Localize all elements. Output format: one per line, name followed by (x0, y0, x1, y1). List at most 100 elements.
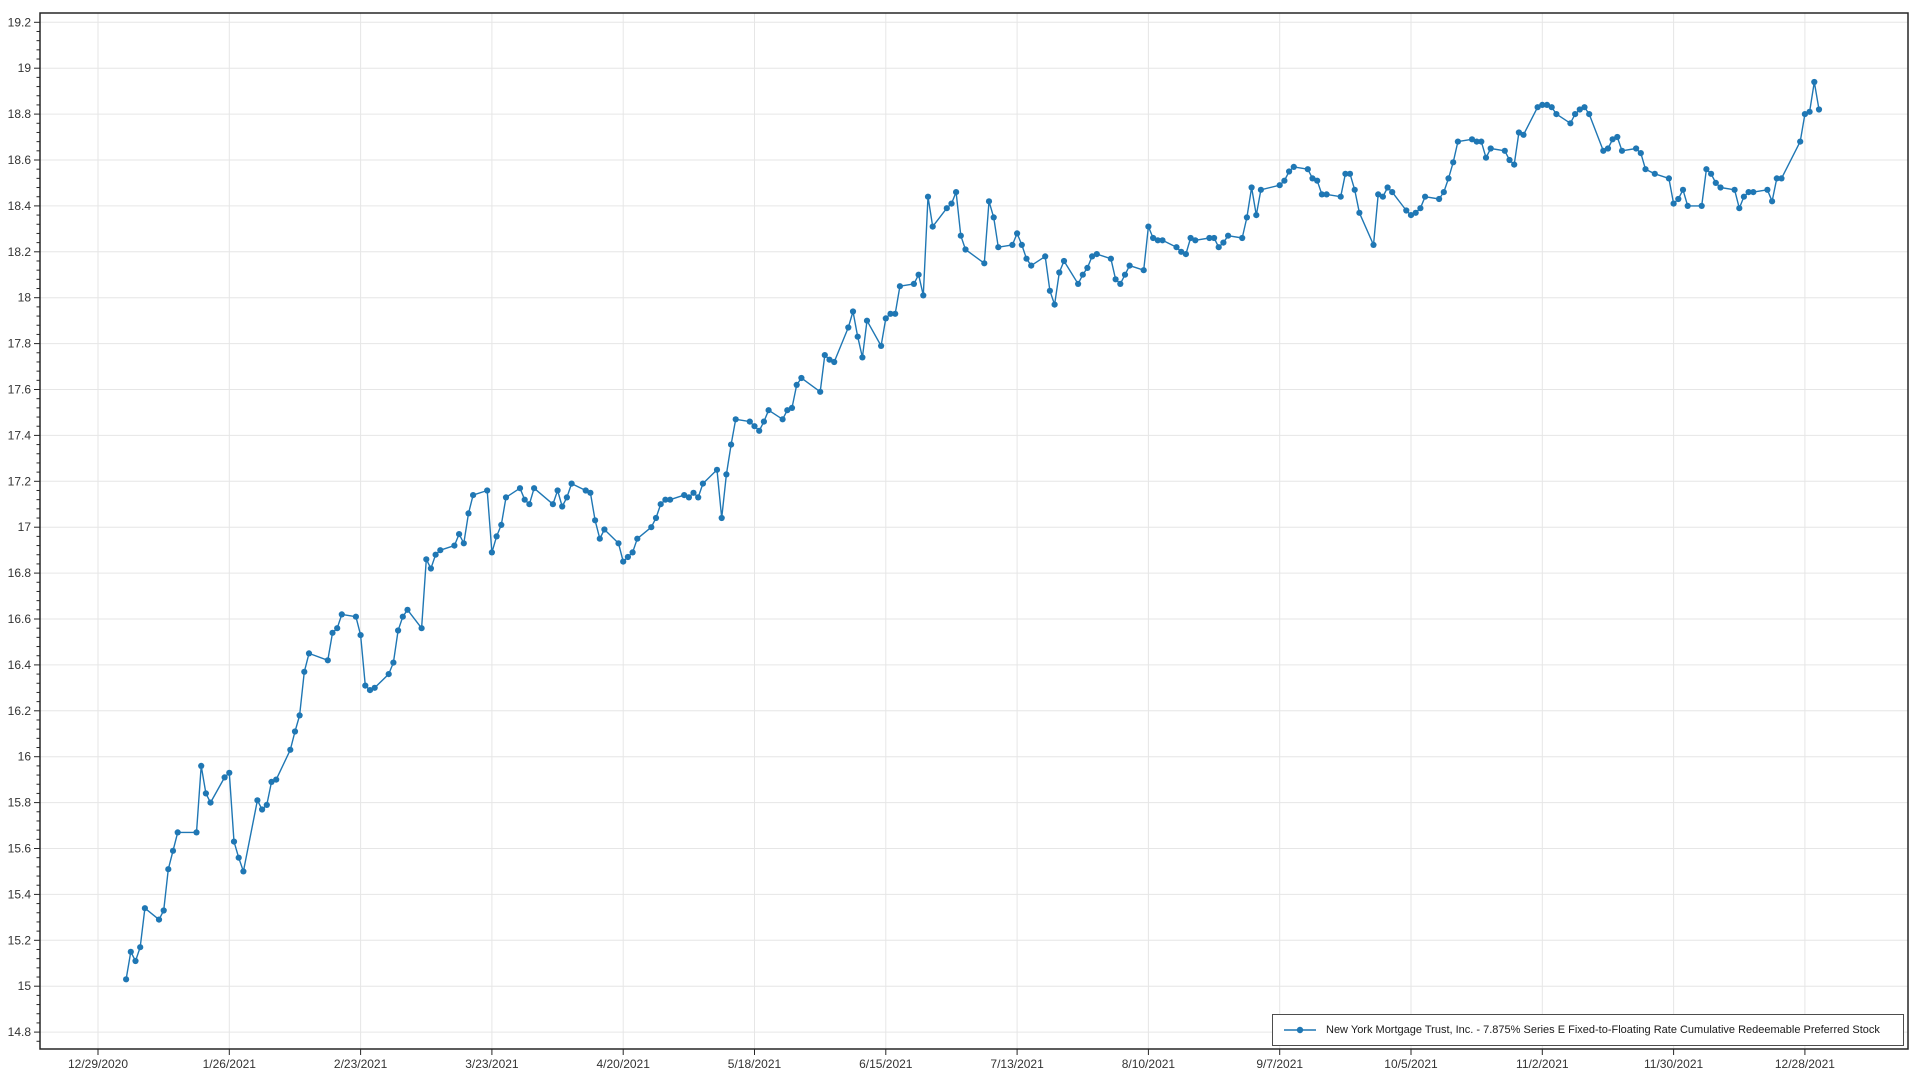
data-point-marker (1323, 191, 1330, 198)
data-point-marker (648, 524, 655, 531)
data-point-marker (1534, 104, 1541, 111)
data-point-marker (1576, 106, 1583, 113)
data-point-marker (826, 356, 833, 363)
data-point-marker (1309, 175, 1316, 182)
data-point-marker (751, 423, 758, 430)
data-point-marker (329, 629, 336, 636)
y-axis-label: 16.2 (8, 704, 32, 718)
data-point-marker (924, 193, 932, 200)
data-point-marker (953, 189, 960, 196)
x-axis-label: 2/23/2021 (334, 1057, 388, 1071)
x-axis-label: 6/15/2021 (859, 1057, 913, 1071)
data-point-marker (615, 540, 622, 547)
data-point-marker (634, 535, 641, 542)
data-point-marker (882, 315, 889, 322)
data-point-marker (620, 558, 627, 565)
y-axis-label: 15.4 (8, 887, 32, 901)
data-point-marker (1023, 255, 1030, 262)
data-point-marker (460, 540, 467, 547)
y-axis-label: 18.8 (8, 107, 32, 121)
data-point-marker (1703, 166, 1710, 173)
data-point-marker (1543, 101, 1551, 108)
data-point-marker (1243, 214, 1250, 221)
grid-layer (40, 13, 1908, 1049)
data-point-marker (723, 471, 730, 478)
data-point-marker (845, 324, 852, 331)
data-point-marker (230, 838, 238, 845)
data-point-marker (667, 496, 674, 503)
y-axis-label: 15.2 (8, 933, 32, 947)
data-point-marker (418, 625, 425, 632)
x-axis-label: 7/13/2021 (990, 1057, 1044, 1071)
data-point-marker (296, 712, 303, 719)
data-point-marker (1346, 170, 1354, 177)
data-point-marker (1145, 223, 1152, 230)
y-axis-label: 17.6 (8, 383, 32, 397)
axis-ticks (34, 21, 1806, 1055)
x-axis-label: 3/23/2021 (465, 1057, 519, 1071)
x-axis-label: 10/5/2021 (1384, 1057, 1438, 1071)
data-point-marker (652, 514, 660, 522)
data-point-marker (732, 416, 739, 423)
data-point-marker (1211, 234, 1218, 242)
data-point-marker (521, 496, 528, 503)
data-point-marker (1515, 129, 1522, 136)
data-point-marker (629, 549, 636, 556)
data-point-marker (1614, 133, 1621, 141)
x-axis-label: 4/20/2021 (597, 1057, 651, 1071)
data-point-marker (273, 776, 280, 783)
data-point-marker (1093, 251, 1100, 258)
data-point-marker (390, 659, 397, 666)
data-point-marker (1801, 111, 1808, 118)
data-point-marker (863, 317, 871, 324)
data-point-marker (554, 487, 561, 494)
data-point-marker (1637, 150, 1644, 157)
data-point-marker (1506, 156, 1513, 164)
data-point-marker (362, 682, 369, 689)
data-point-marker (1482, 154, 1490, 161)
data-point-marker (1314, 177, 1321, 184)
data-point-marker (470, 492, 477, 499)
data-point-marker (760, 418, 768, 425)
data-point-marker (1679, 186, 1687, 193)
data-point-marker (432, 551, 439, 558)
data-point-marker (1501, 147, 1508, 154)
data-point-marker (985, 198, 993, 205)
data-point-marker (695, 494, 702, 501)
data-point-marker (259, 806, 266, 813)
data-point-marker (174, 829, 181, 836)
data-point-marker (1286, 168, 1293, 175)
data-point-marker (427, 565, 434, 572)
data-point-marker (221, 774, 228, 781)
legend: New York Mortgage Trust, Inc. - 7.875% S… (1272, 1014, 1904, 1046)
data-point-marker (1567, 120, 1574, 127)
data-point-marker (892, 310, 899, 317)
data-point-marker (1797, 138, 1804, 145)
data-point-marker (920, 292, 927, 299)
data-point-marker (1548, 104, 1555, 111)
data-point-marker (1304, 166, 1311, 173)
data-point-marker (1403, 207, 1410, 214)
data-point-marker (1417, 205, 1424, 212)
data-point-marker (1154, 237, 1161, 244)
data-point-marker (1609, 136, 1616, 143)
data-point-marker (1539, 101, 1546, 108)
data-point-marker (498, 521, 505, 529)
data-point-marker (169, 847, 177, 854)
data-point-marker (887, 310, 894, 317)
data-point-marker (1670, 200, 1677, 207)
data-point-marker (981, 260, 988, 267)
y-axis-label: 14.8 (8, 1025, 32, 1039)
data-point-marker (1764, 186, 1771, 193)
data-point-marker (1159, 237, 1166, 244)
data-point-marker (1014, 230, 1021, 237)
y-axis-label: 16 (18, 750, 32, 764)
data-point-marker (202, 790, 209, 797)
data-point-marker (1745, 189, 1752, 196)
data-point-marker (798, 374, 805, 382)
data-point-marker (1220, 239, 1227, 246)
x-axis-label: 11/2/2021 (1516, 1057, 1569, 1071)
data-point-marker (685, 494, 693, 501)
data-point-marker (756, 427, 763, 434)
